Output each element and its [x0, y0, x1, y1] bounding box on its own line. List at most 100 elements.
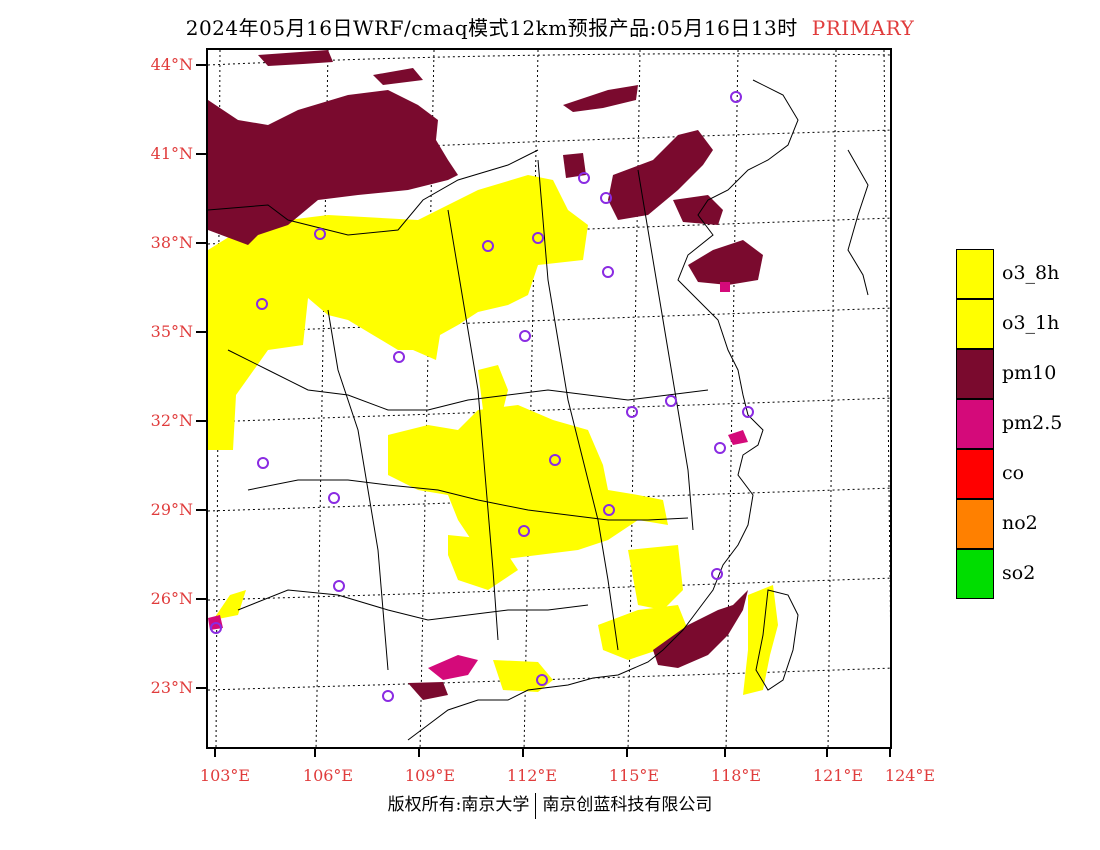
graticule-lat-32 [208, 397, 890, 423]
graticule-lon-121 [827, 50, 837, 747]
station-marker [536, 674, 548, 686]
province-border-south-mid [247, 479, 689, 521]
taiwan-outline [755, 589, 799, 691]
lon-tick [889, 749, 891, 757]
copyright-separator [535, 792, 537, 819]
lat-tick [196, 420, 206, 422]
copyright-left: 版权所有:南京大学 [387, 795, 530, 815]
lat-tick [196, 242, 206, 244]
lat-label-38: 38°N [150, 233, 193, 252]
map-title: 2024年05月16日WRF/cmaq模式12km预报产品:05月16日13时 P… [0, 12, 1100, 41]
station-marker [711, 568, 723, 580]
pm10-area-northeast [608, 130, 713, 220]
forecast-map [206, 48, 892, 749]
station-marker [603, 504, 615, 516]
graticule-lat-26 [208, 577, 890, 601]
legend-swatch-co [956, 449, 994, 499]
copyright-right: 南京创蓝科技有限公司 [542, 795, 713, 815]
province-border-north [208, 149, 539, 236]
lat-label-44: 44°N [150, 55, 193, 74]
title-tag: PRIMARY [811, 16, 915, 40]
lon-tick [626, 749, 628, 757]
legend-swatch-pm10 [956, 349, 994, 399]
station-marker [518, 525, 530, 537]
station-marker [578, 172, 590, 184]
ozone-area-central [388, 405, 668, 560]
ozone-area-south-central [448, 535, 518, 590]
lon-tick [522, 749, 524, 757]
pm10-area-south-small [408, 682, 448, 700]
graticule-lon-118 [725, 50, 739, 747]
station-marker [532, 232, 544, 244]
lon-label-103: 103°E [199, 766, 251, 785]
legend-swatch-o3-8h [956, 249, 994, 299]
station-marker [519, 330, 531, 342]
lon-tick [314, 749, 316, 757]
pm10-exceedance-areas [208, 50, 763, 700]
station-marker [256, 298, 268, 310]
lon-label-118: 118°E [710, 766, 762, 785]
lat-tick [196, 153, 206, 155]
pm10-area-north-strip [373, 68, 423, 85]
lon-label-124: 124°E [884, 766, 936, 785]
pm10-area-small-north [563, 153, 586, 178]
province-border-west [327, 309, 389, 671]
station-marker [602, 266, 614, 278]
lat-label-35: 35°N [150, 322, 193, 341]
lon-label-112: 112°E [506, 766, 558, 785]
station-marker [730, 91, 742, 103]
station-marker [314, 228, 326, 240]
station-marker [382, 690, 394, 702]
legend-swatch-o3-1h [956, 299, 994, 349]
lat-tick [196, 598, 206, 600]
ozone-area-southwest [213, 590, 246, 620]
legend-label-pm10: pm10 [1002, 362, 1057, 384]
pm25-area-shandong [720, 282, 730, 292]
lon-tick [724, 749, 726, 757]
province-border-east [537, 159, 619, 651]
lat-label-29: 29°N [150, 500, 193, 519]
pm10-area-southeast-coast [653, 590, 748, 668]
lon-tick [418, 749, 420, 757]
station-marker [328, 492, 340, 504]
ozone-area-taiwan [743, 585, 778, 695]
legend-label-no2: no2 [1002, 512, 1038, 534]
graticule-lon-124 [883, 50, 890, 620]
lat-label-41: 41°N [150, 144, 193, 163]
copyright-footer: 版权所有:南京大学 南京创蓝科技有限公司 [0, 790, 1100, 819]
pm10-area-shandong [688, 240, 763, 285]
lon-label-115: 115°E [608, 766, 660, 785]
legend-swatch-pm25 [956, 399, 994, 449]
station-marker [742, 406, 754, 418]
lat-tick [196, 687, 206, 689]
station-marker [665, 395, 677, 407]
station-marker [393, 351, 405, 363]
province-border-far-east [637, 169, 694, 531]
lat-label-32: 32°N [150, 411, 193, 430]
ozone-area-central-north [478, 365, 508, 410]
lon-label-109: 109°E [404, 766, 456, 785]
station-marker [626, 406, 638, 418]
station-marker [549, 454, 561, 466]
pm25-area-east [728, 430, 748, 445]
legend-label-so2: so2 [1002, 562, 1036, 584]
map-canvas [208, 50, 890, 747]
pm10-area-north-top [258, 50, 333, 66]
ozone-area-coast [598, 605, 688, 660]
boundaries [208, 79, 869, 741]
lat-tick [196, 64, 206, 66]
province-border-mid [227, 349, 709, 411]
ozone-area-southeast-inland [628, 545, 683, 610]
lat-label-26: 26°N [150, 589, 193, 608]
station-marker [600, 192, 612, 204]
graticule-lat-41 [208, 129, 890, 156]
station-marker [482, 240, 494, 252]
pm25-exceedance-areas [208, 282, 748, 680]
station-marker [333, 580, 345, 592]
station-marker [714, 442, 726, 454]
station-marker [210, 622, 222, 634]
station-marker [257, 457, 269, 469]
coastline [407, 79, 799, 741]
legend-swatch-no2 [956, 499, 994, 549]
station-markers [210, 91, 754, 702]
